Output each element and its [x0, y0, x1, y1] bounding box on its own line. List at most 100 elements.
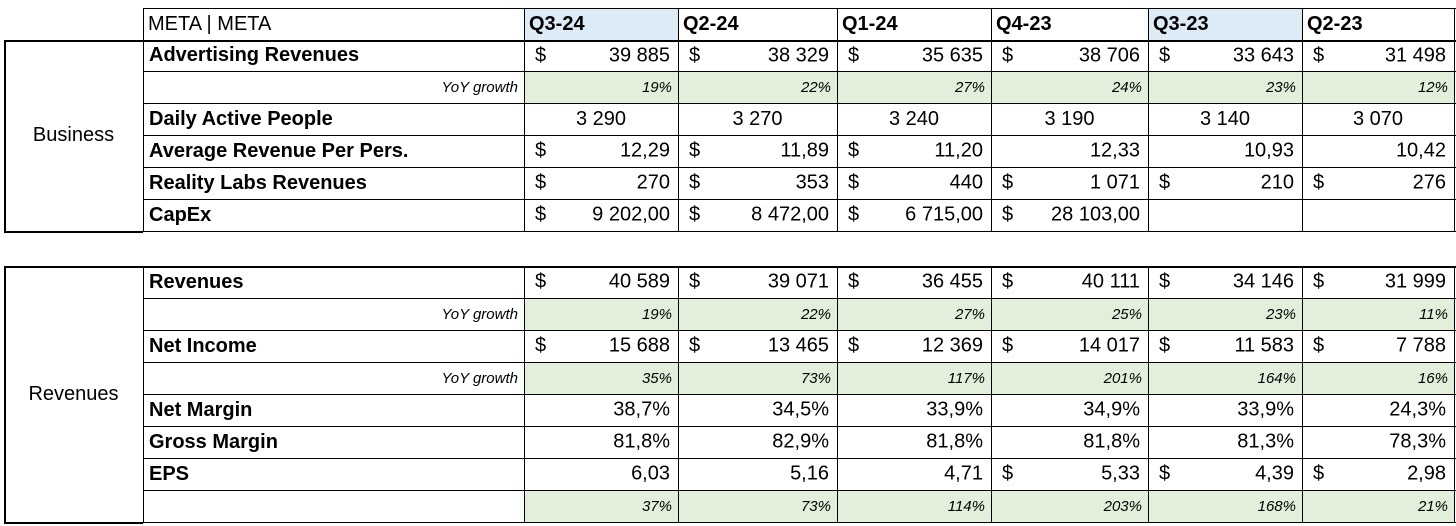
value-cell: 10,93: [1148, 135, 1302, 167]
grid-line: [143, 8, 144, 40]
value-cell: $36 455: [837, 266, 991, 298]
growth-cell: 117%: [838, 363, 991, 394]
currency-symbol: $: [848, 270, 860, 293]
value-cell: $35 635: [837, 40, 991, 71]
grid-line: [678, 266, 679, 523]
currency-symbol: $: [1159, 171, 1171, 194]
value-cell: 3 190: [1044, 107, 1095, 130]
value-cell: $38 706: [991, 40, 1148, 71]
currency-symbol: $: [689, 44, 701, 66]
cell-value: 4,39: [1255, 462, 1294, 485]
value-cell: 33,9%: [837, 394, 991, 426]
value-cell: 3 270: [732, 107, 783, 130]
grid-line: [143, 330, 1456, 331]
currency-symbol: $: [1313, 270, 1325, 293]
cell-value: 78,3%: [1389, 430, 1446, 453]
value-cell: $39 071: [678, 266, 837, 298]
value-cell: $13 465: [678, 330, 837, 362]
value-cell: $276: [1302, 167, 1454, 199]
cell-value: 81,8%: [926, 430, 983, 453]
cell-value: 39 071: [767, 270, 829, 293]
cell-value: 440: [949, 171, 983, 194]
grid-line: [4, 266, 6, 524]
grid-line: [143, 298, 1456, 299]
value-cell: $31 498: [1302, 40, 1454, 71]
grid-line: [4, 231, 143, 233]
quarter-header: Q1-24: [842, 12, 898, 35]
grid-line: [143, 167, 1456, 168]
cell-value: 35 635: [921, 44, 983, 66]
value-cell: $11,89: [678, 135, 837, 167]
cell-value: 31 999: [1384, 270, 1446, 293]
growth-cell: 114%: [838, 491, 991, 522]
cell-value: 81,8%: [1083, 430, 1140, 453]
cell-value: 276: [1412, 171, 1446, 194]
growth-cell: 27%: [838, 299, 991, 330]
cell-value: 9 202,00: [592, 203, 670, 226]
growth-cell: 16%: [1303, 363, 1454, 394]
row-label: Average Revenue Per Pers.: [149, 139, 409, 162]
value-cell: 12,33: [991, 135, 1148, 167]
business-section-label: Business: [32, 124, 115, 146]
cell-value: 210: [1260, 171, 1294, 194]
quarter-header: Q3-23: [1148, 8, 1302, 40]
row-label: EPS: [149, 462, 190, 485]
grid-line: [1454, 40, 1455, 232]
currency-symbol: $: [1002, 334, 1014, 357]
grid-line: [991, 266, 992, 523]
value-cell: $14 017: [991, 330, 1148, 362]
value-cell: $39 885: [524, 40, 678, 71]
value-cell: 10,42: [1302, 135, 1454, 167]
value-cell: $210: [1148, 167, 1302, 199]
value-cell: $34 146: [1148, 266, 1302, 298]
currency-symbol: $: [1002, 462, 1014, 485]
grid-line: [4, 522, 143, 524]
currency-symbol: $: [689, 139, 701, 162]
currency-symbol: $: [689, 203, 701, 226]
value-cell: $9 202,00: [524, 199, 678, 231]
value-cell: 24,3%: [1302, 394, 1454, 426]
currency-symbol: $: [535, 139, 547, 162]
grid-line: [143, 394, 1456, 395]
grid-line: [837, 8, 838, 40]
cell-value: 33,9%: [926, 398, 983, 421]
grid-line: [143, 426, 1456, 427]
growth-cell: 73%: [679, 363, 837, 394]
grid-line: [1454, 266, 1455, 523]
value-cell: $8 472,00: [678, 199, 837, 231]
grid-line: [143, 266, 144, 523]
currency-symbol: $: [848, 139, 860, 162]
growth-cell: 73%: [679, 491, 837, 522]
row-label: Net Income: [149, 334, 257, 357]
growth-cell: 168%: [1149, 491, 1302, 522]
value-cell: $40 589: [524, 266, 678, 298]
currency-symbol: $: [848, 44, 860, 66]
growth-cell: 22%: [679, 299, 837, 330]
grid-line: [1302, 8, 1303, 40]
grid-line: [143, 266, 1456, 268]
grid-line: [1302, 266, 1303, 523]
grid-line: [4, 40, 143, 42]
cell-value: 14 017: [1078, 334, 1140, 357]
value-cell: 3 290: [575, 107, 627, 130]
grid-line: [837, 40, 838, 232]
currency-symbol: $: [848, 171, 860, 194]
cell-value: 34 146: [1232, 270, 1294, 293]
value-cell: [1302, 199, 1454, 231]
value-cell: 6,03: [524, 458, 678, 490]
value-cell: 82,9%: [678, 426, 837, 458]
growth-cell: 203%: [992, 491, 1148, 522]
growth-cell: 164%: [1149, 363, 1302, 394]
value-cell: 3 140: [1199, 107, 1251, 130]
value-cell: $1 071: [991, 167, 1148, 199]
growth-cell: 35%: [525, 363, 678, 394]
value-cell: 34,9%: [991, 394, 1148, 426]
currency-symbol: $: [1002, 171, 1014, 194]
currency-symbol: $: [1159, 270, 1171, 293]
currency-symbol: $: [1002, 203, 1014, 226]
growth-cell: 19%: [525, 299, 678, 330]
value-cell: $15 688: [524, 330, 678, 362]
cell-value: 81,8%: [613, 430, 670, 453]
grid-line: [143, 458, 1456, 459]
